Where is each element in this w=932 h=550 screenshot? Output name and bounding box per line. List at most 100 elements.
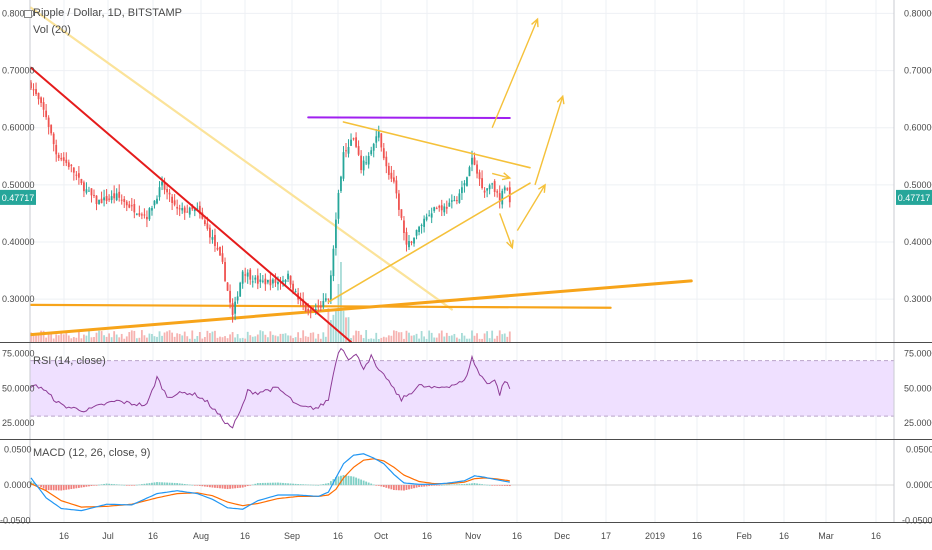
macd-histogram-bar [385, 485, 388, 488]
candle-body [466, 177, 468, 186]
rising-trendline [29, 279, 693, 337]
candle-body [95, 195, 98, 204]
macd-histogram-bar [476, 483, 478, 486]
candle-body [206, 223, 209, 229]
symbol-title: Ripple / Dollar, 1D, BITSTAMP [33, 7, 182, 19]
candle-body [234, 301, 237, 314]
macd-histogram-bar [168, 482, 171, 486]
macd-histogram-bar [156, 482, 158, 486]
volume-bar [362, 338, 365, 342]
macd-histogram-bar [508, 485, 511, 487]
candle-body [435, 208, 438, 210]
candle-body [266, 279, 269, 283]
arrow-head [537, 183, 546, 193]
volume-bar [481, 338, 483, 342]
volume-bar [279, 333, 282, 342]
candle-body [440, 205, 443, 211]
macd-histogram-bar [307, 484, 310, 486]
macd-panel [30, 453, 894, 512]
candle-body [181, 208, 184, 211]
time-tick: 17 [601, 531, 611, 541]
candle-body [496, 191, 499, 193]
candle-body [50, 124, 53, 134]
macd-histogram-bar [282, 482, 284, 486]
macd-histogram-bar [244, 485, 247, 487]
macd-histogram-bar [403, 485, 405, 491]
macd-histogram-bar [450, 484, 453, 486]
macd-histogram-bar [161, 482, 163, 486]
candle-body [445, 206, 448, 209]
volume-bar [229, 334, 231, 342]
macd-histogram-bar [329, 481, 332, 486]
candle-body [239, 282, 242, 297]
volume-bar [125, 336, 128, 342]
light-trendline [29, 6, 453, 311]
volume-bar [413, 335, 415, 342]
arrow-head [501, 172, 512, 181]
volume-bar [158, 331, 161, 342]
volume-bar [186, 336, 189, 342]
rsi-tick-left: 50.0000 [2, 383, 35, 393]
candle-body [40, 97, 42, 103]
candle-body [423, 218, 426, 227]
volume-bar [277, 336, 279, 342]
pattern-lines [30, 17, 565, 343]
macd-series [30, 453, 510, 512]
volume-bar [219, 336, 221, 342]
macd-histogram-bar [468, 483, 471, 486]
candle-body [347, 147, 350, 154]
macd-histogram-bar [493, 485, 496, 486]
macd-histogram-bar [440, 485, 443, 486]
macd-histogram-bar [486, 484, 489, 486]
macd-histogram-bar [264, 482, 267, 486]
macd-histogram-bar [372, 484, 375, 486]
candle-body [55, 144, 58, 155]
candle-body [319, 305, 322, 308]
volume-bar [128, 332, 131, 342]
volume-bar [173, 336, 176, 342]
macd-histogram-bar [100, 484, 103, 486]
candle-body [329, 275, 332, 301]
macd-histogram-bar [229, 485, 231, 489]
collapse-icon[interactable] [24, 10, 32, 18]
volume-bar [266, 337, 269, 342]
macd-histogram-bar [98, 484, 100, 486]
macd-histogram-bar [471, 483, 473, 486]
candle-body [256, 275, 259, 284]
volume-bar [408, 332, 410, 342]
volume-bar [60, 330, 63, 342]
macd-histogram-bar [277, 482, 279, 486]
time-tick: 16 [871, 531, 881, 541]
volume-bar [302, 330, 305, 342]
candle-body [110, 196, 113, 201]
volume-bar [178, 333, 181, 342]
macd-histogram-bar [496, 485, 499, 486]
macd-histogram-bar [478, 483, 481, 486]
macd-histogram-bar [443, 484, 446, 486]
candle-body [193, 209, 196, 212]
macd-histogram-bar [198, 485, 201, 486]
macd-histogram-bar [410, 485, 413, 489]
volume-bar [216, 337, 219, 342]
volume-bar [491, 330, 494, 342]
macd-histogram-bar [133, 485, 136, 486]
macd-histogram-bar [125, 485, 128, 486]
volume-bar [274, 335, 277, 342]
volume-bar [375, 332, 378, 342]
volume-bar [418, 338, 420, 342]
rsi-tick-right: 25.0000 [904, 418, 932, 428]
volume-bar [85, 335, 88, 342]
macd-histogram-bar [183, 483, 186, 486]
candle-body [355, 137, 357, 147]
candle-body [294, 291, 297, 293]
macd-histogram-bar [425, 485, 428, 487]
macd-histogram-bar [231, 485, 234, 489]
candle-body [309, 309, 312, 312]
macd-histogram-bar [105, 483, 108, 486]
volume-bar [483, 333, 486, 342]
macd-histogram-bar [30, 481, 32, 486]
volume-bar [35, 335, 37, 342]
candle-body [138, 213, 141, 216]
macd-histogram-bar [435, 485, 438, 486]
volume-bar [287, 335, 289, 342]
